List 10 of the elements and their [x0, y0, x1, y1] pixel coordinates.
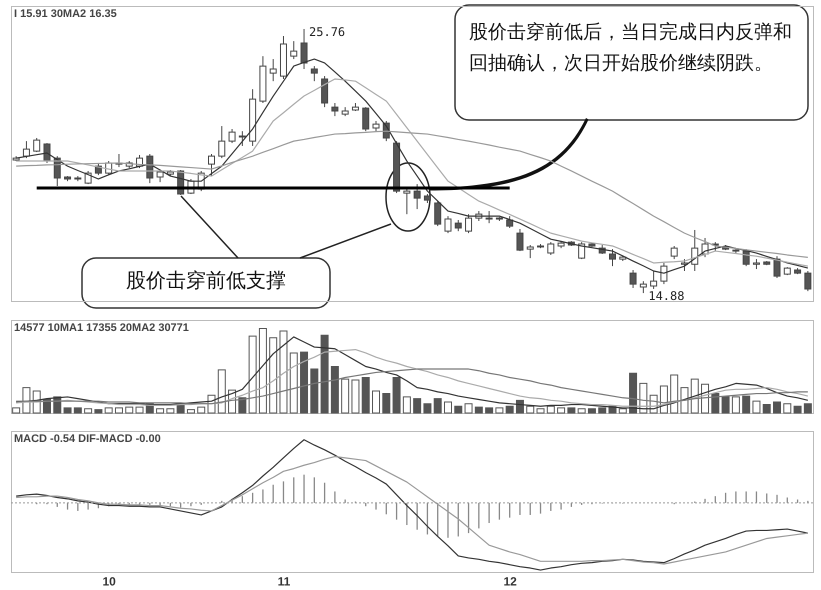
annotation: 14577 10MA1 17355 20MA2 30771 — [14, 322, 189, 334]
x-tick-label: 11 — [278, 574, 291, 588]
x-tick-label: 12 — [504, 574, 518, 588]
annotation: MACD -0.54 DIF-MACD -0.00 — [14, 433, 161, 445]
text: I 15.91 30MA2 16.35 — [14, 8, 117, 20]
annotation: 25.76 — [309, 24, 346, 39]
x-tick-label: 10 — [102, 574, 116, 588]
annotation: 14.88 — [648, 289, 684, 304]
annotation: 股价击穿前低后，当日完成日内反弹和回抽确认，次日开始股价继续阴跌。 — [455, 5, 808, 120]
annotation: 股价击穿前低支撑 — [82, 258, 330, 308]
